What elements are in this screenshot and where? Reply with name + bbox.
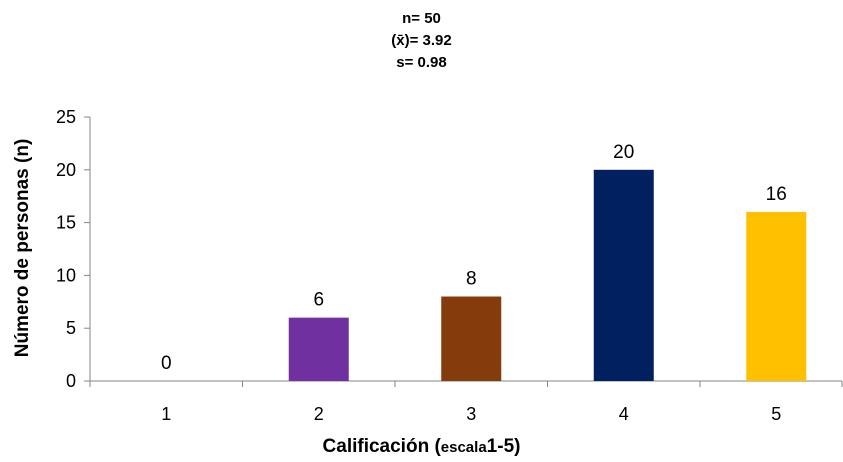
x-axis-label-end: 1-5) [486,436,521,457]
bar [746,212,807,381]
stat-sd: s= 0.98 [396,54,447,71]
x-tick-label: 1 [161,404,171,424]
y-tick-label: 25 [56,107,76,127]
x-axis-label-main: Calificación ( [322,436,441,457]
data-label: 8 [466,269,477,290]
chart-data-labels: 0 6 8 20 16 [161,142,787,374]
x-tick-label: 5 [771,404,781,424]
y-tick-label: 10 [56,265,76,285]
stat-mean: (x̄)= 3.92 [391,32,452,49]
data-label: 16 [766,184,787,205]
bar [441,296,502,381]
y-tick-label: 20 [56,160,76,180]
chart-axes: 0 5 10 15 20 25 1 2 3 4 5 [56,107,843,424]
data-label: 20 [613,142,634,163]
data-label: 6 [313,290,324,311]
data-label: 0 [161,353,172,374]
x-axis-label: Calificación (escala1-5) [0,436,843,458]
y-tick-label: 15 [56,213,76,233]
x-tick-label: 4 [619,404,629,424]
x-tick-label: 2 [314,404,324,424]
bar [593,169,654,381]
chart-bars [288,169,807,381]
x-axis-label-small: escala [440,439,487,456]
x-tick-label: 3 [466,404,476,424]
y-axis-label: Número de personas (n) [12,139,33,358]
bar [288,317,349,381]
y-tick-label: 0 [66,371,76,391]
y-tick-label: 5 [66,318,76,338]
stat-n: n= 50 [402,10,441,27]
